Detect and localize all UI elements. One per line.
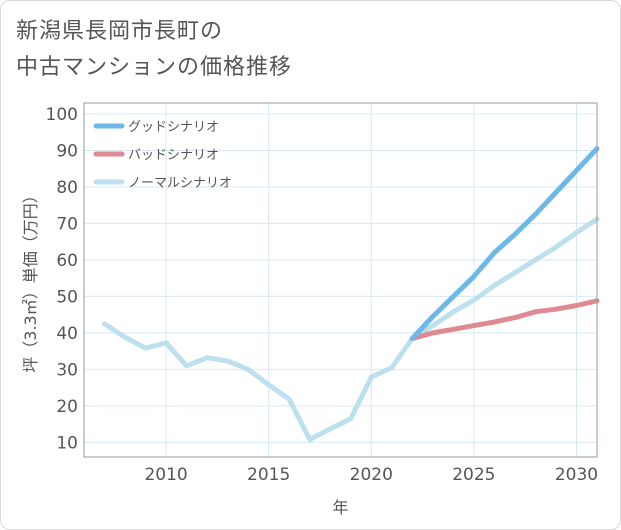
y-tick-label-50: 50 (56, 287, 78, 307)
y-tick-label-100: 100 (46, 105, 78, 125)
series-line-good (409, 146, 600, 341)
y-tick-label-60: 60 (56, 251, 78, 271)
y-axis-label: 坪（3.3㎡）単価（万円） (21, 187, 40, 372)
x-tick-label-2010: 2010 (144, 465, 187, 485)
y-tick-labels: 10 20 30 40 50 60 70 80 90 100 (46, 105, 78, 453)
x-tick-label-2025: 2025 (452, 465, 495, 485)
y-tick-label-80: 80 (56, 178, 78, 198)
title-line-2: 中古マンションの価格推移 (16, 55, 293, 80)
y-tick-label-70: 70 (56, 214, 78, 234)
y-tick-label-30: 30 (56, 360, 78, 380)
x-tick-label-2015: 2015 (247, 465, 290, 485)
y-tick-label-40: 40 (56, 324, 78, 344)
series-line-normal (102, 216, 600, 442)
series-lines (102, 146, 600, 442)
x-axis-label: 年 (332, 498, 348, 517)
y-tick-label-10: 10 (56, 433, 78, 453)
x-tick-label-2030: 2030 (555, 465, 598, 485)
grid (84, 103, 597, 457)
chart-title: 新潟県長岡市長町の 中古マンションの価格推移 (16, 14, 292, 86)
x-tick-label-2020: 2020 (350, 465, 393, 485)
plot-frame (83, 102, 598, 458)
y-tick-label-90: 90 (56, 141, 78, 161)
legend-label-normal: ノーマルシナリオ (128, 176, 232, 191)
x-tick-labels: 2010 2015 2020 2025 2030 (144, 465, 598, 485)
legend-label-bad: バッドシナリオ (128, 148, 219, 163)
title-line-1: 新潟県長岡市長町の (16, 19, 224, 44)
y-tick-label-20: 20 (56, 397, 78, 417)
series-line-bad (409, 298, 600, 341)
legend-label-good: グッドシナリオ (128, 120, 219, 135)
